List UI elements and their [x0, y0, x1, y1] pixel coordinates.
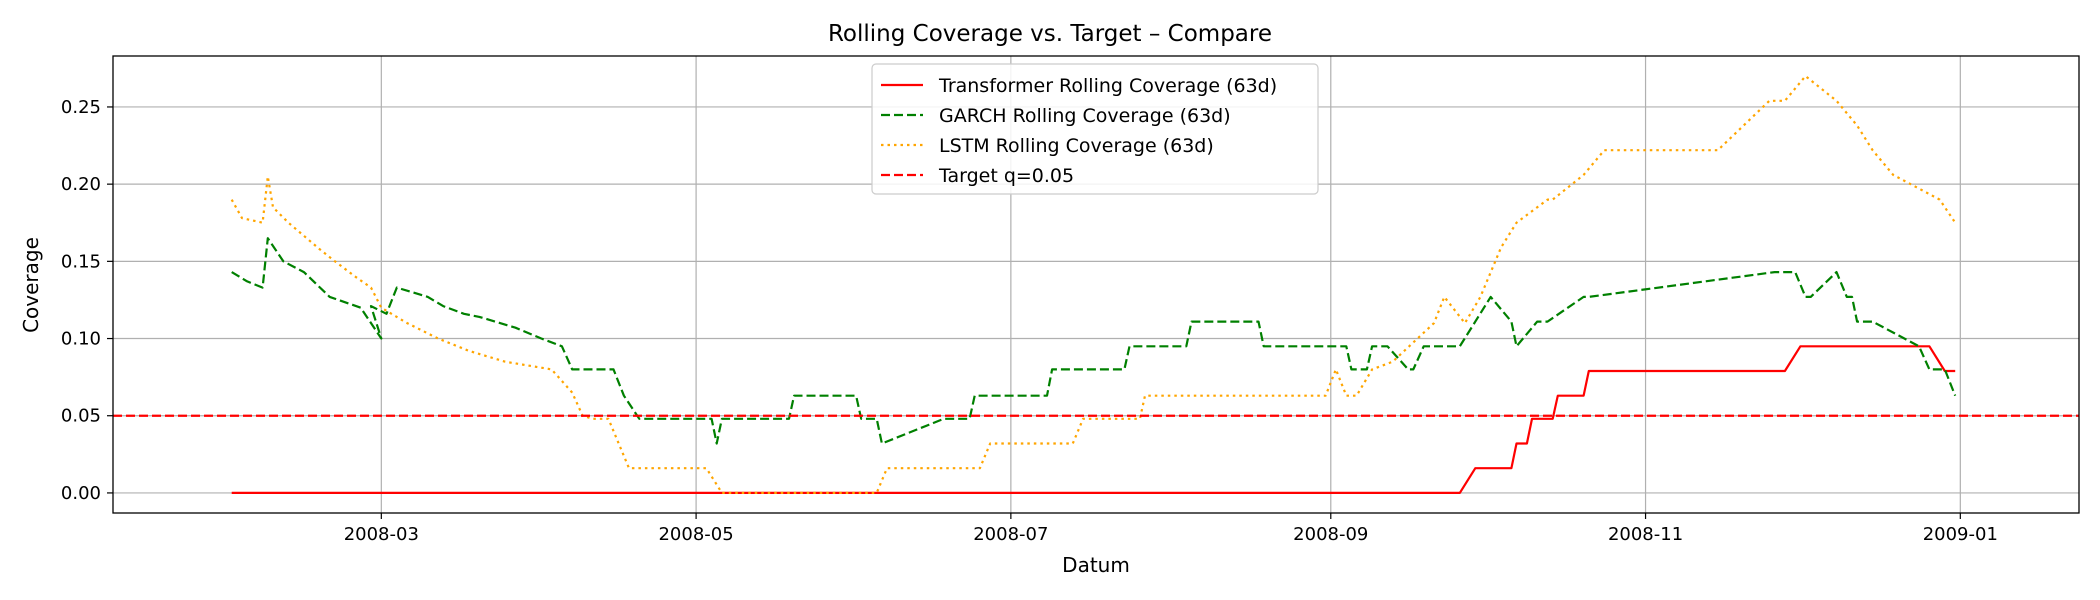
- plot-area: [113, 74, 2079, 494]
- y-tick-label: 0.10: [61, 329, 101, 350]
- y-tick-label: 0.25: [61, 97, 101, 118]
- x-tick-label: 2008-09: [1293, 524, 1368, 545]
- legend-label: GARCH Rolling Coverage (63d): [939, 105, 1231, 127]
- x-axis-label: Datum: [1062, 553, 1130, 577]
- y-tick-label: 0.20: [61, 174, 101, 195]
- plot-frame: [112, 55, 2080, 514]
- legend-box: [871, 63, 1319, 195]
- legend-label: Transformer Rolling Coverage (63d): [938, 75, 1277, 97]
- y-tick-label: 0.05: [61, 406, 101, 427]
- legend-label: LSTM Rolling Coverage (63d): [939, 135, 1214, 157]
- x-tick-label: 2008-05: [658, 524, 733, 545]
- legend-entry-target: Target q=0.05: [881, 165, 1074, 187]
- x-tick-label: 2008-11: [1608, 524, 1683, 545]
- legend-label: Target q=0.05: [938, 165, 1074, 187]
- y-tick-label: 0.15: [61, 251, 101, 272]
- axis-ticks: 2008-03 2008-05 2008-07 2008-09 2008-11 2009-…: [61, 97, 1998, 545]
- legend: Transformer Rolling Coverage (63d) GARCH …: [871, 63, 1319, 195]
- series-line-1: [231, 345, 1956, 494]
- x-tick-label: 2008-03: [344, 524, 419, 545]
- x-tick-label: 2009-01: [1923, 524, 1998, 545]
- legend-entry-3: LSTM Rolling Coverage (63d): [881, 135, 1214, 157]
- legend-entry-1: Transformer Rolling Coverage (63d): [881, 75, 1277, 97]
- y-axis-label: Coverage: [19, 237, 43, 333]
- x-tick-label: 2008-07: [973, 524, 1048, 545]
- series-line-2: [231, 237, 1957, 445]
- chart-title: Rolling Coverage vs. Target – Compare: [828, 21, 1272, 47]
- y-tick-label: 0.00: [61, 483, 101, 504]
- legend-entry-2: GARCH Rolling Coverage (63d): [881, 105, 1231, 127]
